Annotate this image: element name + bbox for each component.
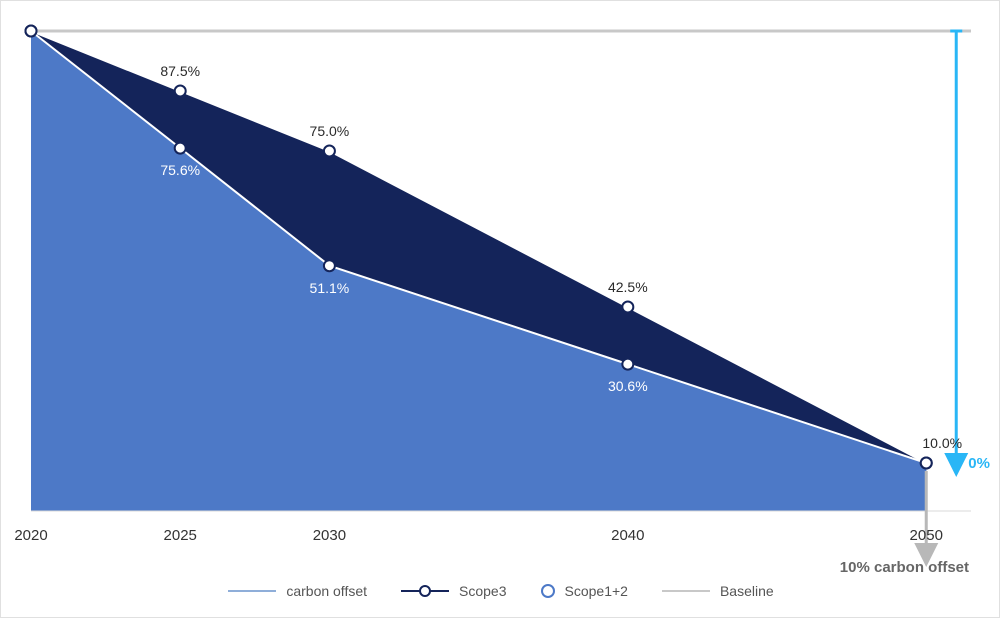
legend-label: Baseline: [720, 583, 774, 599]
data-label-scope3: 42.5%: [608, 279, 648, 295]
plot-area: [31, 31, 971, 511]
x-axis-label: 2020: [14, 527, 47, 544]
x-axis-label: 2040: [611, 527, 644, 544]
legend-label: Scope1+2: [565, 583, 628, 599]
x-axis-label: 2025: [164, 527, 197, 544]
data-label-scope3: 87.5%: [160, 63, 200, 79]
data-label-scope3: 10.0%: [922, 435, 962, 451]
legend-swatch-line: [662, 590, 710, 592]
legend-swatch-line-marker: [401, 584, 449, 598]
carbon-reduction-chart: 2020 2025 2030 2040 2050 87.5% 75.0% 42.5% 10.0%…: [0, 0, 1000, 618]
legend-item-baseline: Baseline: [662, 583, 774, 599]
x-axis-label: 2030: [313, 527, 346, 544]
x-axis-label: 2050: [910, 527, 943, 544]
data-label-scope3: 75.0%: [310, 123, 350, 139]
legend-item-scope3: Scope3: [401, 583, 506, 599]
legend-item-scope12: Scope1+2: [541, 583, 628, 599]
carbon-offset-annotation: 10% carbon offset: [840, 559, 969, 576]
zero-percent-annotation: 0%: [968, 455, 990, 472]
legend-label: carbon offset: [286, 583, 367, 599]
legend-item-carbon-offset: carbon offset: [228, 583, 367, 599]
legend: carbon offset Scope3 Scope1+2 Baseline: [1, 583, 1000, 599]
chart-svg: [31, 31, 971, 591]
data-label-scope12: 75.6%: [160, 162, 200, 178]
legend-swatch-line: [228, 590, 276, 592]
data-label-scope12: 51.1%: [310, 280, 350, 296]
legend-swatch-open-marker: [541, 584, 555, 598]
legend-label: Scope3: [459, 583, 506, 599]
data-label-scope12: 30.6%: [608, 378, 648, 394]
